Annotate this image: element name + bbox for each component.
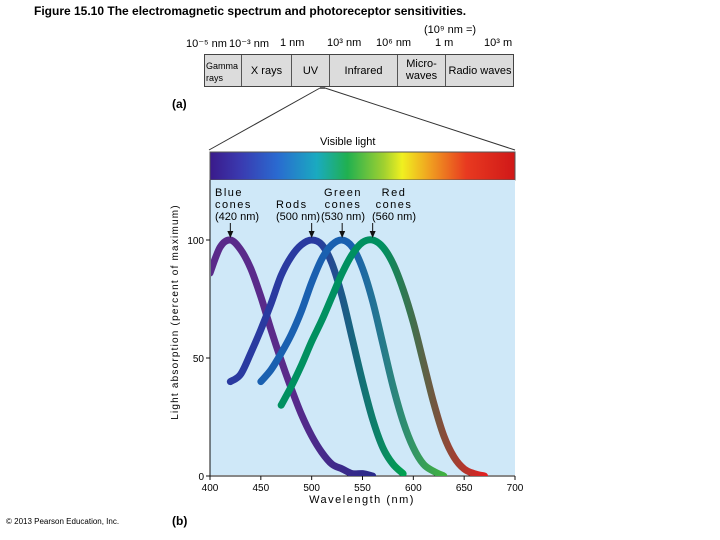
peak-arrow-head [308, 231, 315, 238]
panel-a-label: (a) [172, 97, 187, 111]
peak-label-red-cones: (560 nm) [372, 211, 416, 223]
peak-label-blue-cones: cones [215, 199, 252, 211]
peak-arrow-head [339, 231, 346, 238]
y-axis-label: Light absorption (percent of maximum) [170, 204, 181, 420]
peak-label-rods: (500 nm) [276, 211, 320, 223]
peak-arrow-head [369, 231, 376, 238]
visible-spectrum-strip [209, 151, 516, 181]
segment-gamma-rays: Gamma rays [206, 61, 239, 83]
peak-label-rods: Rods [276, 199, 308, 211]
x-tick-label: 550 [354, 483, 371, 494]
peak-label-green-cones: Green [324, 187, 362, 199]
segment-radio-waves: Radio waves [448, 65, 512, 77]
zoom-lines [208, 87, 516, 151]
segment-uv: UV [302, 65, 319, 77]
curve-rods [226, 236, 407, 476]
x-tick-label: 500 [303, 483, 320, 494]
curve-green-cones [257, 236, 448, 476]
peak-label-red-cones: cones [376, 199, 413, 211]
panel-b-label: (b) [172, 514, 188, 528]
peak-label-red-cones: Red [382, 187, 407, 199]
spectrum-tick: 10³ nm [327, 37, 362, 49]
spectrum-tick: 1 nm [280, 37, 305, 49]
spectrum-tick: 10⁻⁵ nm [186, 38, 227, 50]
segment-infrared: Infrared [344, 65, 383, 77]
spectrum-tick: 10³ m [484, 37, 513, 49]
x-axis-label: Wavelength (nm) [309, 494, 415, 506]
y-tick-label: 100 [187, 236, 204, 247]
peak-label-green-cones: cones [325, 199, 362, 211]
figure-title: Figure 15.10 The electromagnetic spectru… [34, 4, 467, 18]
y-tick-label: 0 [198, 472, 204, 483]
peak-label-green-cones: (530 nm) [321, 211, 365, 223]
peak-label-blue-cones: (420 nm) [215, 211, 259, 223]
peak-label-blue-cones: Blue [215, 187, 243, 199]
spectrum-note: (10⁹ nm =) [424, 24, 477, 36]
x-tick-label: 450 [252, 483, 269, 494]
x-tick-label: 700 [507, 483, 524, 494]
x-tick-label: 650 [456, 483, 473, 494]
segment-microwaves: Micro-waves [405, 58, 438, 82]
plot-area [210, 180, 515, 475]
curve-red-cones [277, 236, 488, 476]
spectrum-bar: Gamma rays X rays UV Infrared Micro-waves… [204, 54, 514, 87]
segment-x-rays: X rays [250, 65, 283, 77]
spectrum-tick: 10⁶ nm [376, 37, 412, 49]
spectrum-tick: 10⁻³ nm [229, 38, 270, 50]
visible-light-label: Visible light [320, 136, 376, 148]
copyright-text: © 2013 Pearson Education, Inc. [6, 517, 120, 526]
x-tick-label: 400 [202, 483, 219, 494]
y-tick-label: 50 [193, 354, 205, 365]
peak-arrow-head [227, 231, 234, 238]
x-tick-label: 600 [405, 483, 422, 494]
spectrum-tick: 1 m [435, 37, 454, 49]
